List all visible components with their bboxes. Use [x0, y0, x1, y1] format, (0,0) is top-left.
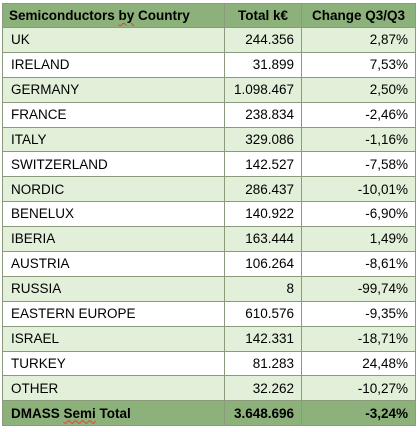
row-country-cell: OTHER	[2, 375, 225, 402]
header-change: Change Q3/Q3	[301, 3, 416, 28]
header-country: Semiconductors by Country	[2, 3, 225, 28]
row-change-cell: -9,35%	[301, 300, 416, 327]
row-change-cell: 2,87%	[301, 27, 416, 53]
row-total-cell: 140.922	[224, 201, 302, 228]
row-change-cell: -10,27%	[301, 375, 416, 402]
row-total-cell: 1.098.467	[224, 76, 302, 103]
row-change-cell: -6,90%	[301, 201, 416, 228]
row-total-cell: 329.086	[224, 126, 302, 153]
row-change-cell: -10,01%	[301, 176, 416, 203]
row-country-cell: NORDIC	[2, 176, 225, 203]
table-row: TURKEY 81.283 24,48%	[2, 350, 416, 377]
semiconductors-table-container: Semiconductors by Country Total k€ Chang…	[2, 3, 416, 427]
table-row: EASTERN EUROPE 610.576 -9,35%	[2, 300, 416, 327]
header-total: Total k€	[224, 3, 302, 28]
row-change-cell: 2,50%	[301, 76, 416, 103]
row-country-cell: SWITZERLAND	[2, 151, 225, 178]
row-change-cell: 1,49%	[301, 226, 416, 253]
table-body: UK 244.356 2,87% IRELAND 31.899 7,53% GERMANY 1…	[2, 27, 416, 402]
footer-label-word: Semi	[63, 405, 96, 421]
row-total-cell: 8	[224, 275, 302, 302]
table-row: OTHER 32.262 -10,27%	[2, 375, 416, 402]
row-change-cell: -7,58%	[301, 151, 416, 178]
table-footer-row: DMASS Semi Total 3.648.696 -3,24%	[2, 400, 416, 427]
row-change-cell: -18,71%	[301, 325, 416, 352]
semiconductors-by-country-table: Semiconductors by Country Total k€ Chang…	[2, 3, 416, 427]
row-country-cell: IBERIA	[2, 226, 225, 253]
table-row: UK 244.356 2,87%	[2, 27, 416, 53]
table-row: NORDIC 286.437 -10,01%	[2, 176, 416, 203]
row-total-cell: 32.262	[224, 375, 302, 402]
row-total-cell: 31.899	[224, 51, 302, 78]
row-change-cell: -99,74%	[301, 275, 416, 302]
footer-label: DMASS Semi Total	[2, 400, 225, 427]
table-row: IRELAND 31.899 7,53%	[2, 51, 416, 78]
row-total-cell: 238.834	[224, 101, 302, 128]
table-row: SWITZERLAND 142.527 -7,58%	[2, 151, 416, 178]
row-country-cell: RUSSIA	[2, 275, 225, 302]
row-change-cell: 7,53%	[301, 51, 416, 78]
row-total-cell: 106.264	[224, 251, 302, 277]
row-country-cell: EASTERN EUROPE	[2, 300, 225, 327]
header-country-prefix: Semiconductors	[9, 7, 119, 23]
footer-change: -3,24%	[301, 400, 416, 427]
row-country-cell: IRELAND	[2, 51, 225, 78]
row-change-cell: -8,61%	[301, 251, 416, 277]
row-total-cell: 244.356	[224, 27, 302, 53]
header-country-suffix: Country	[134, 7, 190, 23]
table-row: BENELUX 140.922 -6,90%	[2, 201, 416, 228]
row-country-cell: UK	[2, 27, 225, 53]
row-total-cell: 142.527	[224, 151, 302, 178]
row-total-cell: 610.576	[224, 300, 302, 327]
row-total-cell: 286.437	[224, 176, 302, 203]
table-header-row: Semiconductors by Country Total k€ Chang…	[2, 3, 416, 28]
row-total-cell: 81.283	[224, 350, 302, 377]
footer-label-suffix: Total	[95, 405, 131, 421]
row-change-cell: -1,16%	[301, 126, 416, 153]
row-country-cell: TURKEY	[2, 350, 225, 377]
footer-label-prefix: DMASS	[11, 405, 64, 421]
row-country-cell: BENELUX	[2, 201, 225, 228]
table-row: AUSTRIA 106.264 -8,61%	[2, 251, 416, 277]
row-country-cell: FRANCE	[2, 101, 225, 128]
table-row: GERMANY 1.098.467 2,50%	[2, 76, 416, 103]
row-change-cell: -2,46%	[301, 101, 416, 128]
row-country-cell: ISRAEL	[2, 325, 225, 352]
row-total-cell: 142.331	[224, 325, 302, 352]
table-row: ITALY 329.086 -1,16%	[2, 126, 416, 153]
table-row: RUSSIA 8 -99,74%	[2, 275, 416, 302]
header-country-word: by	[118, 7, 135, 23]
row-country-cell: ITALY	[2, 126, 225, 153]
row-total-cell: 163.444	[224, 226, 302, 253]
row-change-cell: 24,48%	[301, 350, 416, 377]
row-country-cell: AUSTRIA	[2, 251, 225, 277]
footer-total: 3.648.696	[224, 400, 302, 427]
table-row: FRANCE 238.834 -2,46%	[2, 101, 416, 128]
row-country-cell: GERMANY	[2, 76, 225, 103]
table-row: ISRAEL 142.331 -18,71%	[2, 325, 416, 352]
table-row: IBERIA 163.444 1,49%	[2, 226, 416, 253]
